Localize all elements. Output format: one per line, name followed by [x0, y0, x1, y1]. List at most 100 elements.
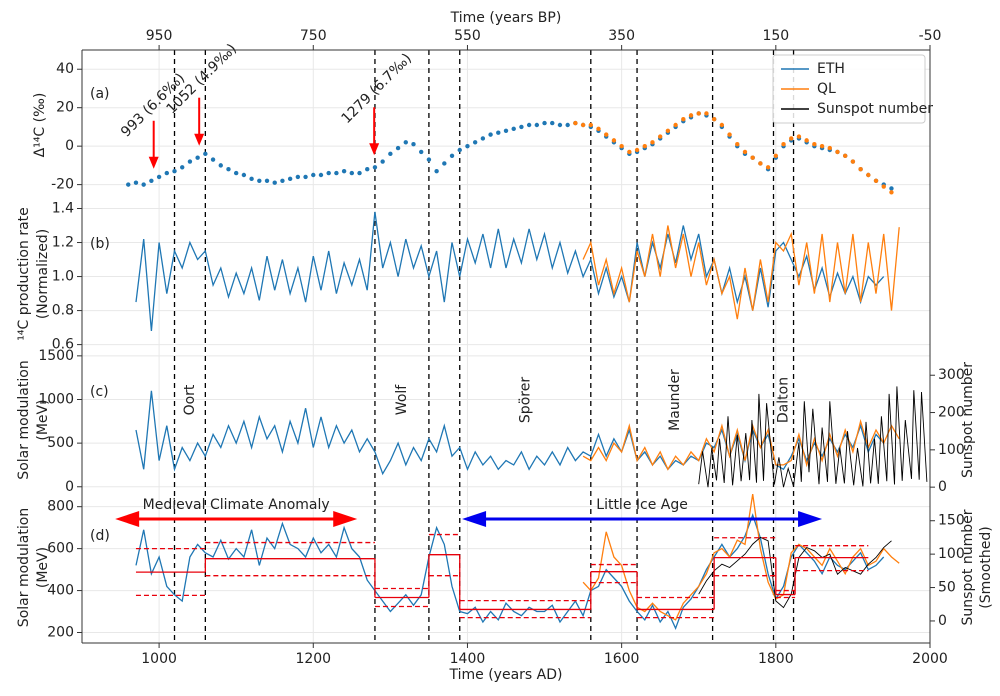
data-point — [634, 147, 640, 153]
y-axis-label: (MeV) — [35, 399, 51, 440]
data-point — [827, 145, 832, 151]
data-point — [257, 178, 262, 183]
y-tick-label: 500 — [47, 435, 74, 451]
series-line — [135, 513, 885, 631]
x2-tick-label: 150 — [762, 28, 789, 44]
data-point — [426, 157, 432, 162]
data-point — [341, 168, 347, 174]
legend-label: Sunspot number — [817, 101, 933, 117]
y2-tick-label: 0 — [938, 479, 947, 495]
data-point — [472, 140, 478, 145]
data-point — [195, 155, 200, 160]
data-point — [866, 172, 871, 178]
data-point — [334, 170, 339, 176]
series-line — [582, 225, 900, 320]
data-point — [249, 176, 254, 182]
data-point — [496, 130, 501, 135]
data-point — [419, 149, 424, 155]
data-point — [303, 174, 308, 180]
data-point — [696, 111, 701, 116]
data-point — [650, 140, 655, 145]
x-tick-label: 1400 — [450, 651, 486, 667]
y-tick-label: 0.8 — [52, 303, 74, 319]
data-point — [164, 170, 169, 176]
data-point — [287, 176, 293, 182]
data-point — [627, 149, 632, 155]
y2-tick-label: 200 — [938, 405, 965, 421]
data-point — [688, 113, 694, 118]
x2-tick-label: 350 — [608, 28, 635, 44]
panel-label: (b) — [90, 236, 110, 252]
x2-axis-label: Time (years BP) — [450, 10, 562, 26]
data-point — [349, 170, 355, 176]
data-point — [395, 145, 401, 151]
data-point — [611, 138, 617, 143]
data-point — [465, 143, 470, 149]
y-tick-label: 1.4 — [52, 201, 74, 217]
data-point — [180, 165, 185, 170]
data-point — [318, 172, 324, 178]
data-point — [311, 172, 316, 178]
arrow-head — [115, 511, 140, 527]
data-point — [280, 178, 285, 183]
data-point — [372, 165, 378, 170]
y-axis-label: ¹⁴C production rate — [16, 207, 32, 341]
data-point — [727, 132, 732, 137]
y2-tick-label: 300 — [938, 367, 965, 383]
y-tick-label: 1.0 — [52, 269, 74, 285]
x-axis-label: Time (years AD) — [449, 667, 563, 683]
data-point — [596, 126, 601, 132]
data-point — [565, 122, 570, 128]
data-point — [442, 161, 447, 166]
minimum-label: Maunder — [667, 369, 683, 431]
data-point — [742, 149, 748, 155]
x2-tick-label: 550 — [454, 28, 481, 44]
data-point — [835, 149, 840, 155]
panel-label: (d) — [90, 528, 110, 544]
data-point — [573, 120, 578, 126]
data-point — [187, 159, 193, 164]
data-point — [773, 153, 779, 158]
y-tick-label: -20 — [51, 177, 74, 193]
data-point — [619, 143, 624, 149]
data-point — [218, 163, 223, 168]
data-point — [380, 159, 385, 164]
y2-axis-label: Sunspot number — [960, 509, 976, 625]
data-point — [172, 168, 177, 174]
y-axis-label: (Normalized) — [35, 229, 51, 319]
span-label: Medieval Climate Anomaly — [143, 497, 330, 513]
legend-label: QL — [817, 81, 836, 97]
data-point — [357, 170, 362, 176]
x2-tick-label: -50 — [919, 28, 942, 44]
data-point — [411, 142, 416, 147]
data-point — [449, 153, 455, 158]
arrow-head — [148, 156, 159, 169]
data-point — [272, 180, 277, 185]
data-point — [126, 182, 131, 187]
y-tick-label: 1000 — [38, 391, 74, 407]
legend-box — [772, 54, 926, 124]
y-tick-label: 0 — [65, 479, 74, 495]
x2-tick-label: 750 — [300, 28, 327, 44]
series-line — [698, 386, 928, 488]
data-point — [226, 167, 231, 172]
y2-tick-label: 150 — [938, 513, 965, 529]
data-point — [765, 165, 771, 170]
data-point — [241, 172, 247, 178]
arrow-head — [798, 511, 823, 527]
data-point — [889, 190, 894, 195]
data-point — [403, 140, 408, 145]
y-tick-label: 40 — [56, 61, 74, 77]
data-point — [210, 157, 216, 162]
data-point — [488, 132, 493, 137]
y-tick-label: 1500 — [38, 348, 74, 364]
plot-layer: 950 750 550 350 150 -50 Time (years BP) -20 0 20 4… — [16, 10, 994, 683]
data-point — [604, 132, 609, 137]
x-tick-label: 1000 — [141, 651, 177, 667]
arrow-head — [462, 511, 487, 527]
data-point — [295, 174, 301, 180]
y-axis-label: Solar modulation — [16, 508, 32, 627]
data-point — [642, 143, 647, 149]
y-tick-label: 0.6 — [52, 337, 74, 353]
x-tick-label: 1800 — [758, 651, 794, 667]
